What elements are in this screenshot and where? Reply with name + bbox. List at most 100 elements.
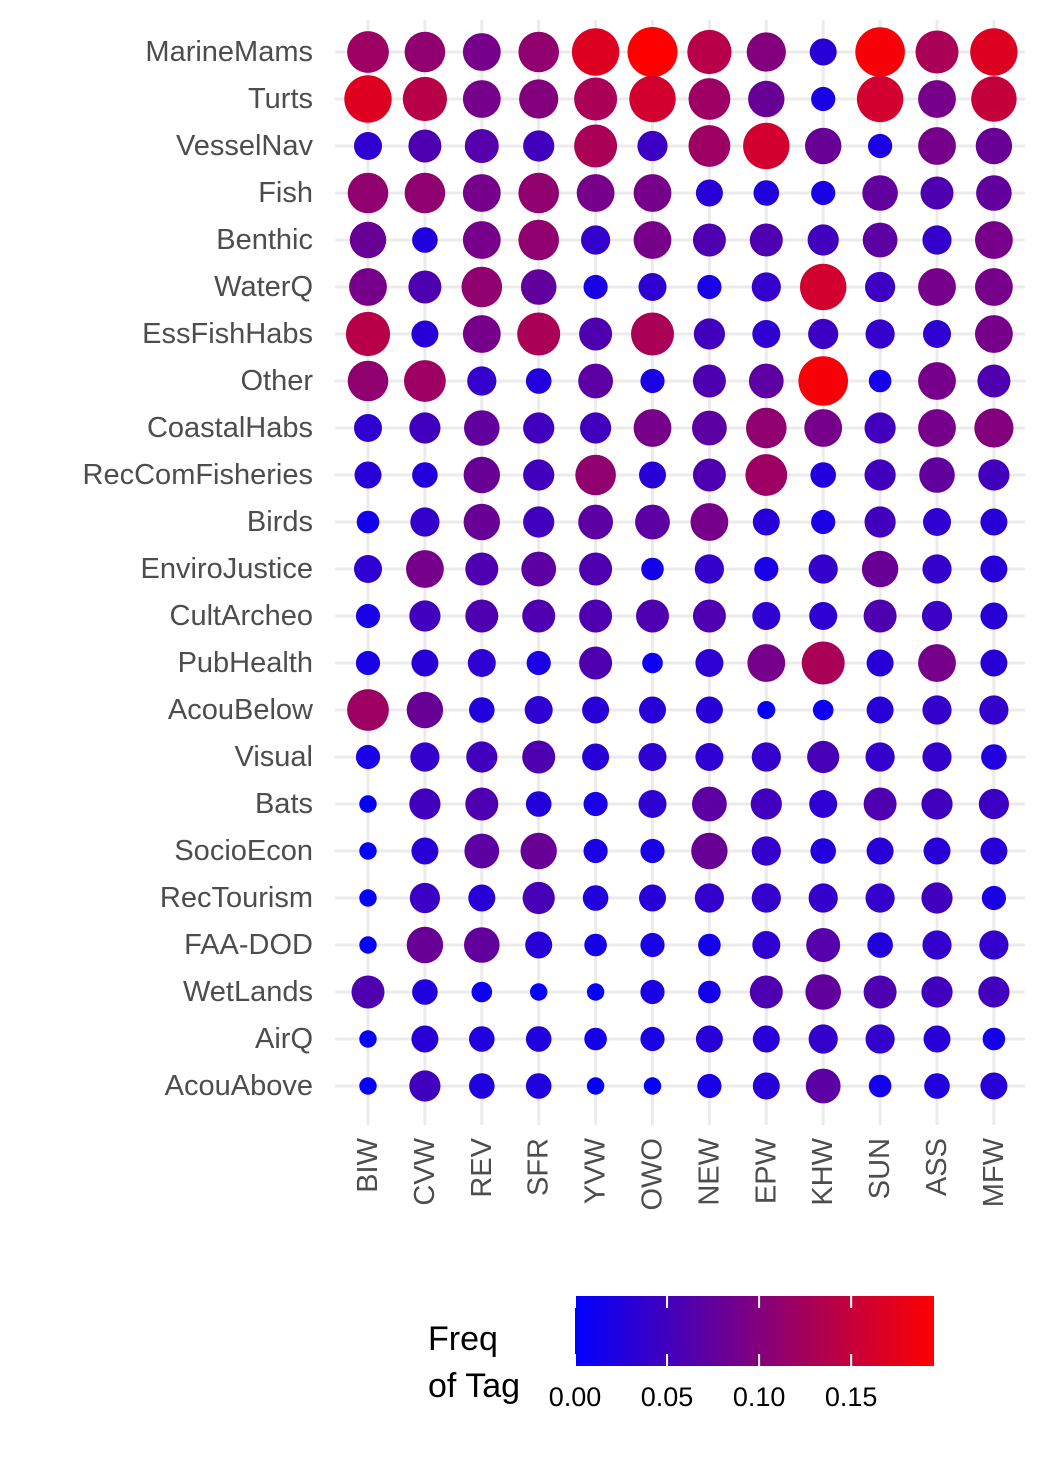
row-label-wetlands: WetLands [183,976,313,1008]
bubble-essfishhabs-yvw [579,317,613,351]
bubble-turts-biw [344,75,392,123]
bubble-wetlands-rev [471,981,493,1003]
row-label-socioecon: SocioEcon [174,835,313,867]
legend-tick-label-0: 0.00 [549,1382,602,1412]
bubble-bats-sun [863,787,897,821]
bubble-vesselnav-sfr [523,130,555,162]
bubble-coastalhabs-khw [804,409,843,447]
bubble-benthic-mfw [975,221,1013,259]
bubble-socioecon-yvw [583,838,608,864]
bubble-envirojustice-khw [808,554,838,584]
bubble-essfishhabs-mfw [975,315,1013,353]
bubble-essfishhabs-rev [462,315,501,353]
row-labels: MarineMams Turts VesselNav Fish Benthic Water… [83,36,315,1102]
bubble-faa-dod-mfw [979,930,1009,960]
bubble-reccomfisheries-epw [745,454,788,496]
bubble-waterq-rev [461,266,503,308]
bubble-visual-yvw [582,743,610,771]
bubble-coastalhabs-mfw [974,408,1014,448]
bubble-turts-owo [629,75,676,123]
bubble-benthic-owo [633,221,672,259]
bubble-envirojustice-sfr [521,551,557,587]
bubble-acouabove-ass [924,1073,950,1099]
bubble-marinemams-sun [855,27,905,77]
bubble-envirojustice-cvw [406,550,444,588]
bubble-marinemams-khw [809,38,837,66]
bubble-rectourism-cvw [409,882,440,914]
bubble-wetlands-epw [749,975,783,1009]
bubble-marinemams-biw [347,31,389,73]
column-label-sfr: SFR [523,1138,555,1196]
bubble-acouabove-rev [469,1073,495,1099]
bubble-cultarcheo-rev [465,599,499,633]
bubble-airq-mfw [982,1027,1006,1051]
bubble-fish-sun [862,175,898,211]
bubble-benthic-cvw [412,227,438,253]
row-label-envirojustice: EnviroJustice [141,553,313,585]
row-label-cultarcheo: CultArcheo [170,600,313,632]
legend-tick-label-1: 0.05 [641,1382,694,1412]
bubble-other-rev [467,366,497,396]
bubble-rectourism-rev [468,884,496,912]
bubble-birds-mfw [980,508,1008,536]
bubble-bats-biw [359,795,377,813]
row-label-acoubelow: AcouBelow [168,694,314,726]
bubble-pubhealth-mfw [980,649,1008,677]
bubble-envirojustice-ass [922,554,952,584]
bubble-bats-yvw [583,791,608,817]
bubble-coastalhabs-cvw [409,412,441,444]
bubble-vesselnav-biw [354,132,382,160]
bubble-fish-owo [633,174,672,212]
bubble-acoubelow-rev [469,697,495,723]
bubble-benthic-biw [349,221,387,259]
bubble-visual-rev [466,741,498,773]
column-label-sun: SUN [864,1138,896,1199]
bubble-coastalhabs-biw [354,414,382,442]
bubble-waterq-new [697,274,722,300]
bubble-socioecon-sfr [520,832,557,870]
bubble-bats-owo [638,790,667,818]
bubble-socioecon-epw [751,836,781,866]
row-label-visual: Visual [235,741,313,773]
bubble-bats-khw [809,790,838,818]
bubble-birds-rev [463,503,500,541]
bubble-marinemams-yvw [571,28,620,76]
bubble-airq-sfr [525,1026,552,1052]
bubble-other-sfr [525,368,552,394]
bubble-marinemams-cvw [404,31,446,73]
bubble-faa-dod-cvw [406,926,444,964]
bubble-waterq-khw [800,263,847,311]
bubble-socioecon-mfw [980,837,1008,865]
bubble-faa-dod-yvw [584,933,607,957]
bubble-coastalhabs-ass [918,409,956,447]
bubble-vesselnav-cvw [408,129,442,163]
bubble-waterq-sun [865,271,896,303]
bubble-other-yvw [578,363,613,399]
row-label-waterq: WaterQ [214,271,313,303]
bubble-visual-sun [865,742,895,772]
bubble-birds-ass [923,508,951,536]
bubble-rectourism-ass [921,882,953,914]
bubble-fish-sfr [518,172,559,214]
bubble-visual-khw [807,740,840,774]
bubble-turts-new [688,78,731,120]
bubble-vesselnav-mfw [975,127,1013,165]
bubble-acouabove-cvw [409,1070,441,1102]
bubble-acouabove-new [697,1073,722,1099]
bubble-envirojustice-owo [641,557,664,581]
bubble-waterq-ass [918,268,956,306]
bubble-acoubelow-new [695,696,723,724]
bubble-waterq-biw [349,268,387,306]
bubble-wetlands-ass [921,976,953,1008]
bubble-vesselnav-yvw [574,124,618,168]
row-label-acouabove: AcouAbove [165,1070,313,1102]
bubble-birds-epw [752,508,780,536]
bubble-benthic-new [692,223,726,257]
row-label-essfishhabs: EssFishHabs [142,318,313,350]
bubble-airq-sun [865,1024,895,1054]
bubble-wetlands-yvw [586,983,605,1001]
bubble-waterq-mfw [975,268,1013,306]
bubble-wetlands-mfw [978,976,1010,1008]
bubble-socioecon-cvw [411,837,439,865]
bubble-fish-epw [753,180,780,206]
